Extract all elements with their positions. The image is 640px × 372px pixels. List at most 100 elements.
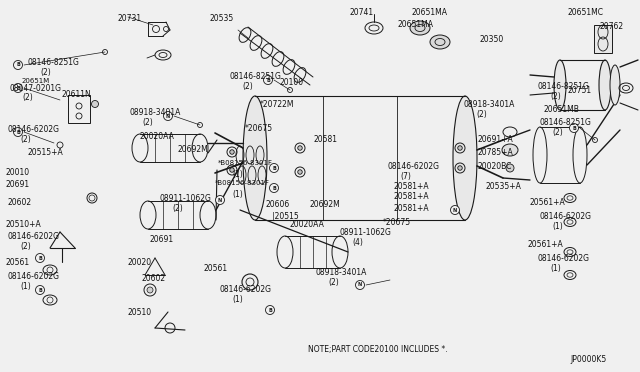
Text: 20692M: 20692M <box>310 200 340 209</box>
Circle shape <box>230 150 234 154</box>
Ellipse shape <box>610 65 620 105</box>
Text: B: B <box>16 86 20 90</box>
Text: (1): (1) <box>232 295 243 304</box>
Text: B: B <box>272 166 276 170</box>
Text: (2): (2) <box>242 82 253 91</box>
Text: (2): (2) <box>20 135 31 144</box>
Text: 20100: 20100 <box>280 78 304 87</box>
Text: 08146-6202G: 08146-6202G <box>8 272 60 281</box>
Circle shape <box>298 170 302 174</box>
Text: 08918-3401A: 08918-3401A <box>316 268 367 277</box>
Text: 08146-8251G: 08146-8251G <box>540 118 592 127</box>
Text: B: B <box>268 308 272 312</box>
Text: B: B <box>38 288 42 292</box>
Text: 20651M: 20651M <box>22 78 51 84</box>
Text: 20692M: 20692M <box>178 145 209 154</box>
Circle shape <box>216 196 225 205</box>
Text: 20020AA: 20020AA <box>140 132 175 141</box>
Text: 20535+A: 20535+A <box>486 182 522 191</box>
Text: 08146-6202G: 08146-6202G <box>8 232 60 241</box>
Text: 08146-6202G: 08146-6202G <box>540 212 592 221</box>
Text: 08147-0201G: 08147-0201G <box>10 84 62 93</box>
Circle shape <box>92 100 99 108</box>
Text: 20691: 20691 <box>6 180 30 189</box>
Circle shape <box>269 183 278 192</box>
Text: 20602: 20602 <box>142 274 166 283</box>
Text: (2): (2) <box>476 110 487 119</box>
Text: *20675: *20675 <box>383 218 411 227</box>
Text: 20611N: 20611N <box>62 90 92 99</box>
Text: *20722M: *20722M <box>260 100 294 109</box>
Text: (7): (7) <box>400 172 411 181</box>
Text: 08146-8251G: 08146-8251G <box>28 58 80 67</box>
Ellipse shape <box>554 60 566 110</box>
Text: 20691: 20691 <box>150 235 174 244</box>
Text: JP0000K5: JP0000K5 <box>570 355 606 364</box>
Circle shape <box>298 146 302 150</box>
Bar <box>68 95 90 123</box>
Text: (4): (4) <box>352 238 363 247</box>
Circle shape <box>570 124 579 132</box>
Text: 20350: 20350 <box>480 35 504 44</box>
Text: B: B <box>16 62 20 67</box>
Circle shape <box>163 112 173 121</box>
Circle shape <box>269 164 278 173</box>
Circle shape <box>230 168 234 172</box>
Text: *B08156-8301F: *B08156-8301F <box>215 180 270 186</box>
Text: 20785+A: 20785+A <box>478 148 514 157</box>
Circle shape <box>355 280 365 289</box>
Text: 08146-6202G: 08146-6202G <box>220 285 272 294</box>
Text: (2): (2) <box>552 128 563 137</box>
Text: 20561: 20561 <box>204 264 228 273</box>
Circle shape <box>451 205 460 215</box>
Text: *B08156-8301F: *B08156-8301F <box>218 160 273 166</box>
Text: 20651MC: 20651MC <box>567 8 603 17</box>
Text: 08146-8251G: 08146-8251G <box>230 72 282 81</box>
Text: (1): (1) <box>20 282 31 291</box>
Circle shape <box>147 287 153 293</box>
Circle shape <box>458 146 462 150</box>
Text: 20606: 20606 <box>265 200 289 209</box>
Text: 20751: 20751 <box>568 86 592 95</box>
Text: 08146-6202G: 08146-6202G <box>538 254 590 263</box>
Text: 08918-3401A: 08918-3401A <box>130 108 181 117</box>
Text: (2): (2) <box>40 68 51 77</box>
Text: 20762: 20762 <box>600 22 624 31</box>
Text: B: B <box>272 186 276 190</box>
Circle shape <box>506 164 514 172</box>
Text: (2): (2) <box>328 278 339 287</box>
Circle shape <box>35 253 45 263</box>
Circle shape <box>264 76 273 84</box>
Text: *20675: *20675 <box>245 124 273 133</box>
Text: (1): (1) <box>550 264 561 273</box>
Bar <box>594 25 612 53</box>
Text: 20581+A: 20581+A <box>394 204 429 213</box>
Text: B: B <box>16 129 20 135</box>
Ellipse shape <box>430 35 450 49</box>
Text: 20510: 20510 <box>128 308 152 317</box>
Text: 08146-6202G: 08146-6202G <box>388 162 440 171</box>
Text: N: N <box>166 113 170 119</box>
Circle shape <box>13 83 22 93</box>
Text: 20535: 20535 <box>210 14 234 23</box>
Text: N: N <box>453 208 457 212</box>
Text: 20581+A: 20581+A <box>394 192 429 201</box>
Text: 20510+A: 20510+A <box>6 220 42 229</box>
Text: 20561+A: 20561+A <box>528 240 564 249</box>
Text: 20581: 20581 <box>313 135 337 144</box>
Ellipse shape <box>502 144 518 156</box>
Text: 20651MB: 20651MB <box>544 105 580 114</box>
Text: 08918-3401A: 08918-3401A <box>464 100 515 109</box>
Text: 20020BC: 20020BC <box>478 162 513 171</box>
Text: (2): (2) <box>172 204 183 213</box>
Text: (1): (1) <box>552 222 563 231</box>
Text: 20602: 20602 <box>7 198 31 207</box>
Text: 20561+A: 20561+A <box>530 198 566 207</box>
Text: (2): (2) <box>20 242 31 251</box>
Ellipse shape <box>243 96 267 220</box>
Text: (2): (2) <box>22 93 33 102</box>
Circle shape <box>13 128 22 137</box>
Text: 20731: 20731 <box>118 14 142 23</box>
Text: |20515: |20515 <box>272 212 299 221</box>
Circle shape <box>13 61 22 70</box>
